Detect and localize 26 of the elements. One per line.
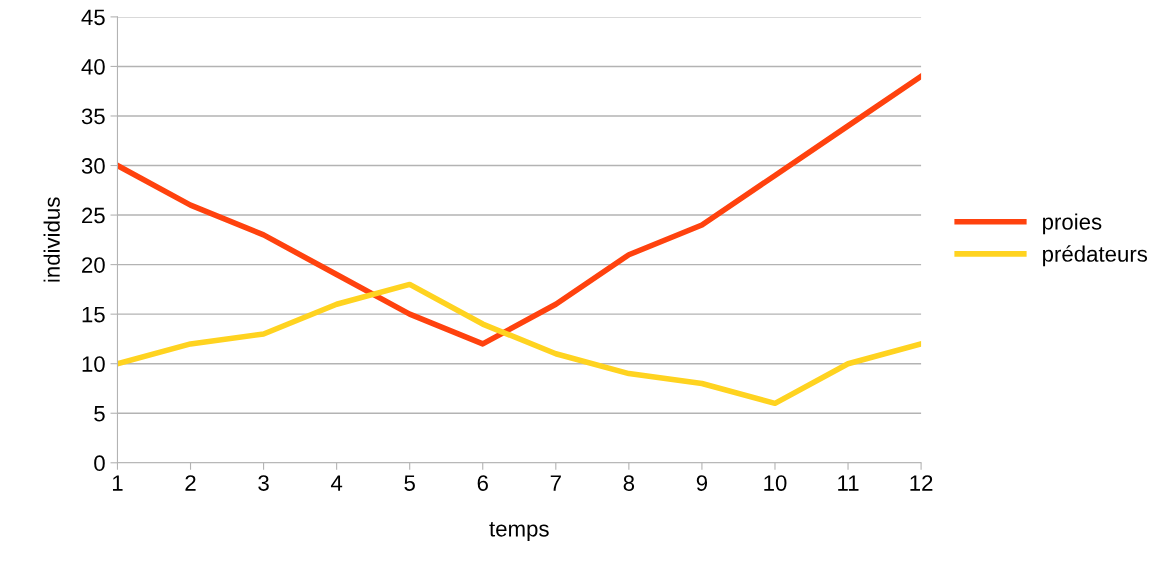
y-tick-label: 40 xyxy=(81,58,105,75)
legend-label: proies xyxy=(1043,213,1102,235)
x-axis-title: temps xyxy=(489,522,549,542)
x-tick-label: 2 xyxy=(185,475,196,491)
x-tick-label: 10 xyxy=(764,475,787,491)
x-tick-label: 9 xyxy=(696,475,708,491)
y-tick-label: 35 xyxy=(81,108,105,125)
x-tick-label: 11 xyxy=(838,475,859,491)
y-tick-label: 0 xyxy=(94,455,105,472)
legend-label: prédateurs xyxy=(1043,245,1148,267)
y-axis-title: individus xyxy=(43,197,60,282)
y-tick-label: 5 xyxy=(94,406,105,422)
x-tick-label: 8 xyxy=(623,475,635,491)
x-tick-label: 5 xyxy=(404,475,415,491)
x-tick-label: 6 xyxy=(477,475,488,491)
x-tick-label: 4 xyxy=(330,475,343,491)
y-tick-label: 20 xyxy=(82,257,105,273)
x-tick-label: 12 xyxy=(910,475,933,491)
y-tick-label: 45 xyxy=(81,9,105,26)
x-tick-label: 1 xyxy=(112,475,123,491)
y-tick-label: 25 xyxy=(82,207,105,224)
x-tick-label: 7 xyxy=(550,475,561,491)
y-tick-label: 15 xyxy=(82,306,105,323)
y-tick-label: 10 xyxy=(82,356,105,372)
x-tick-label: 3 xyxy=(258,475,269,491)
y-tick-label: 30 xyxy=(81,158,105,174)
